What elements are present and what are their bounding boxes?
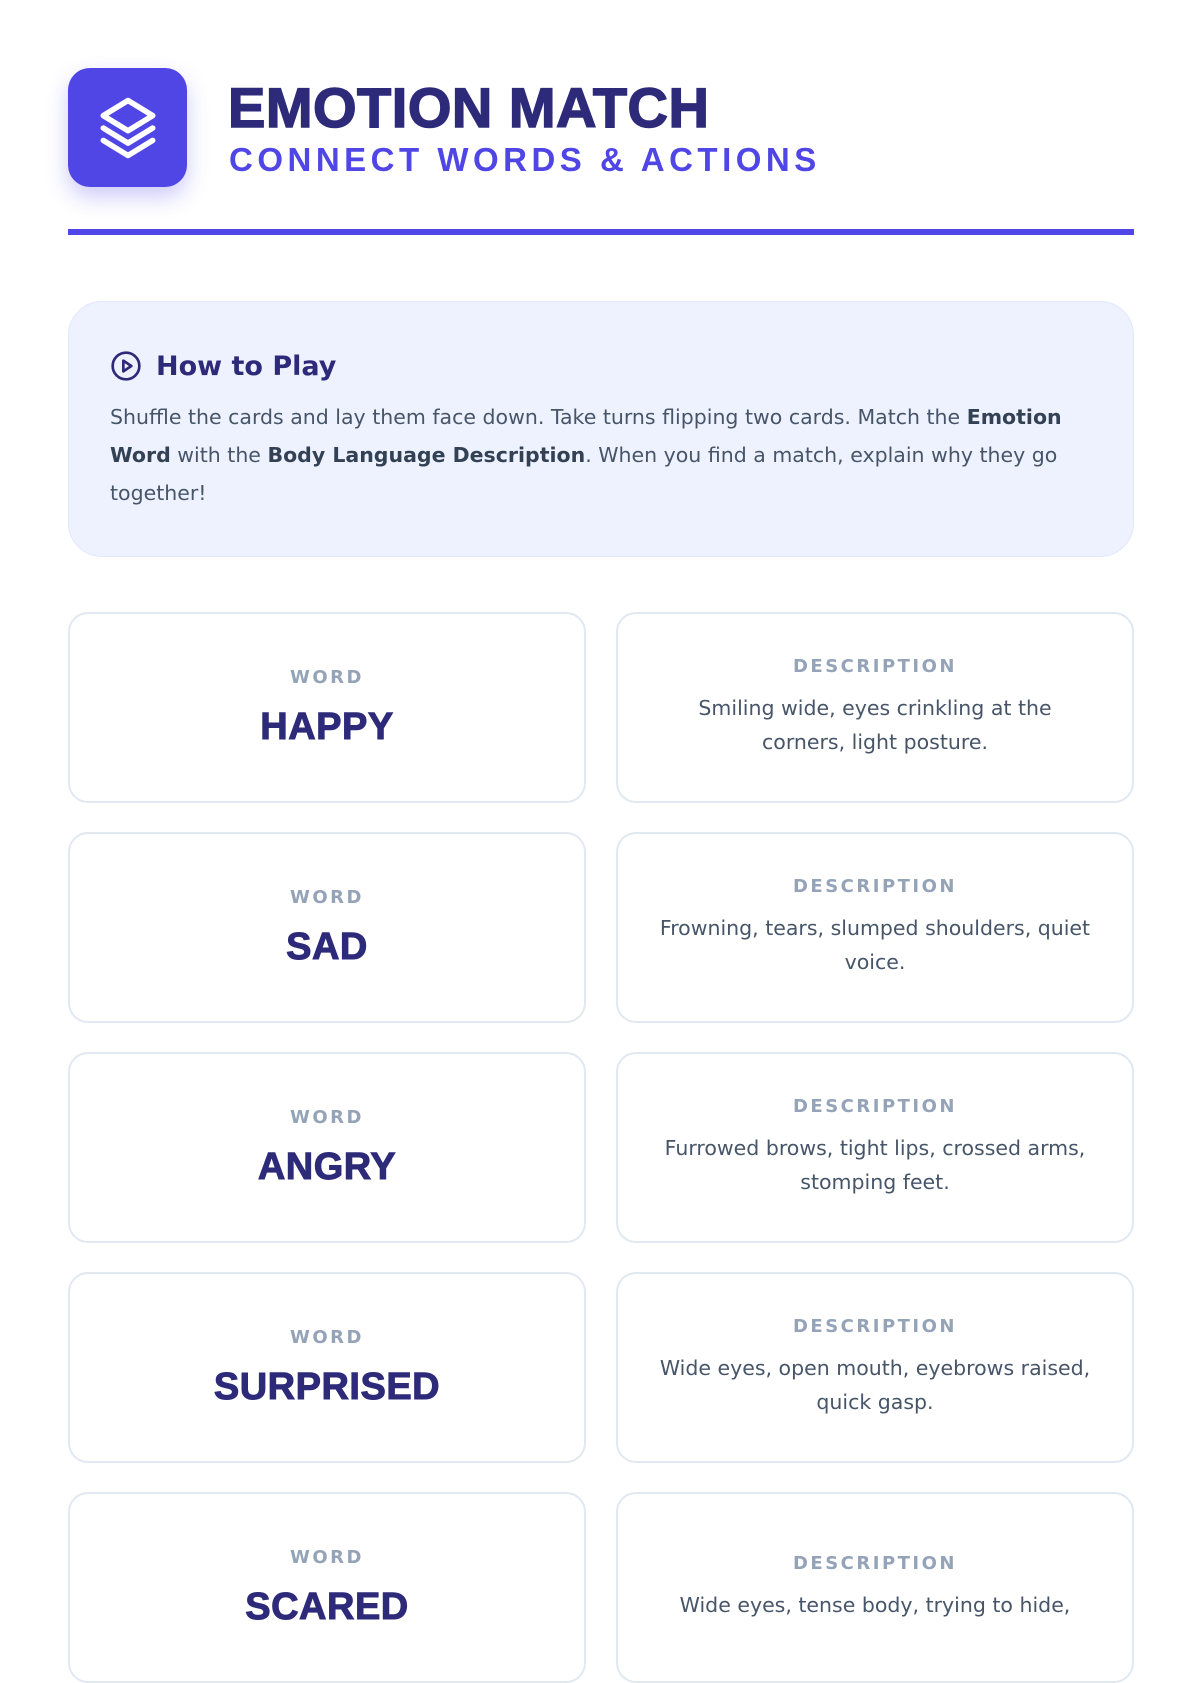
page-title: EMOTION MATCH	[227, 75, 710, 140]
header: EMOTION MATCH CONNECT WORDS & ACTIONS	[68, 68, 1134, 235]
description-card[interactable]: DESCRIPTION Wide eyes, open mouth, eyebr…	[616, 1272, 1134, 1463]
word-card[interactable]: WORD ANGRY	[68, 1052, 586, 1243]
word-card[interactable]: WORD SAD	[68, 832, 586, 1023]
description-text: Frowning, tears, slumped shoulders, quie…	[659, 916, 1091, 974]
logo	[68, 68, 187, 187]
description-card[interactable]: DESCRIPTION Frowning, tears, slumped sho…	[616, 832, 1134, 1023]
emotion-word: HAPPY	[260, 705, 394, 748]
word-label: WORD	[290, 666, 364, 688]
word-card[interactable]: WORD SCARED	[68, 1492, 586, 1683]
description-label: DESCRIPTION	[792, 876, 957, 897]
layers-icon	[100, 97, 155, 158]
emotion-word: SCARED	[245, 1585, 409, 1628]
description-card[interactable]: DESCRIPTION Wide eyes, tense body, tryin…	[616, 1492, 1134, 1683]
description-text: Wide eyes, open mouth, eyebrows raised, …	[659, 1356, 1091, 1414]
play-circle-icon	[111, 351, 141, 381]
card-grid: WORD HAPPY DESCRIPTION Smiling wide, eye…	[68, 612, 1134, 1683]
word-label: WORD	[290, 1106, 364, 1128]
description-card[interactable]: DESCRIPTION Smiling wide, eyes crinkling…	[616, 612, 1134, 803]
emotion-word: SAD	[286, 925, 368, 968]
emotion-word: SURPRISED	[213, 1365, 441, 1408]
description-label: DESCRIPTION	[792, 656, 957, 677]
word-card[interactable]: WORD HAPPY	[68, 612, 586, 803]
description-text: Smiling wide, eyes crinkling at the corn…	[698, 696, 1052, 754]
word-label: WORD	[290, 1326, 364, 1348]
description-card[interactable]: DESCRIPTION Furrowed brows, tight lips, …	[616, 1052, 1134, 1243]
word-card[interactable]: WORD SURPRISED	[68, 1272, 586, 1463]
description-text: Furrowed brows, tight lips, crossed arms…	[664, 1136, 1086, 1194]
page-subtitle: CONNECT WORDS & ACTIONS	[229, 141, 821, 178]
description-text: Wide eyes, tense body, trying to hide,	[679, 1593, 1071, 1617]
description-label: DESCRIPTION	[792, 1096, 957, 1117]
description-label: DESCRIPTION	[792, 1316, 957, 1337]
emotion-word: ANGRY	[257, 1145, 397, 1188]
word-label: WORD	[290, 1546, 364, 1568]
how-to-play-panel: How to Play Shuffle the cards and lay th…	[68, 301, 1134, 557]
description-label: DESCRIPTION	[792, 1553, 957, 1574]
how-to-play-title: How to Play	[156, 350, 337, 382]
how-to-play-text: Shuffle the cards and lay them face down…	[110, 405, 1062, 505]
word-label: WORD	[290, 886, 364, 908]
